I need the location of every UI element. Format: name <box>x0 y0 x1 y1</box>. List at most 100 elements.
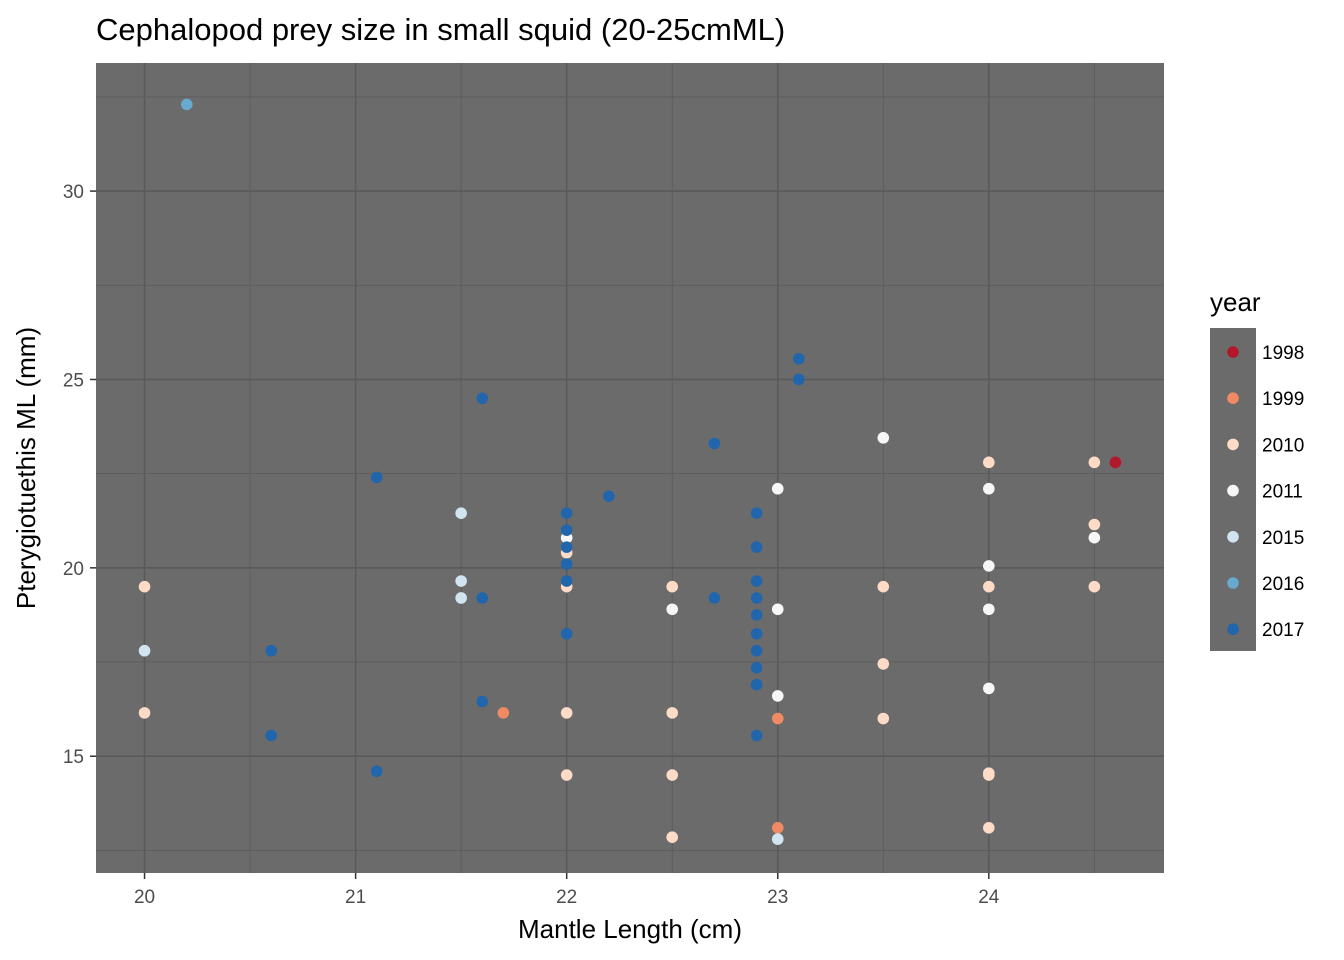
data-point <box>138 580 151 593</box>
data-point <box>560 707 573 719</box>
legend-key <box>1227 484 1239 497</box>
data-point <box>666 831 679 844</box>
data-point <box>983 821 995 834</box>
data-point <box>750 507 763 520</box>
data-point <box>983 560 995 572</box>
legend-label: 2016 <box>1262 574 1304 595</box>
data-point <box>1088 531 1101 544</box>
data-point <box>666 769 679 781</box>
x-axis-title: Mantle Length (cm) <box>518 914 742 944</box>
data-points <box>138 98 1122 845</box>
data-point <box>370 471 383 484</box>
data-point <box>1088 518 1101 531</box>
data-point <box>666 707 679 719</box>
data-point <box>180 98 193 111</box>
data-point <box>708 437 721 450</box>
data-point <box>1088 456 1101 469</box>
data-point <box>138 644 151 657</box>
data-point <box>560 524 573 536</box>
data-point <box>877 712 890 725</box>
data-point <box>771 712 784 725</box>
data-point <box>750 729 763 742</box>
data-point <box>370 765 383 778</box>
y-tick-label: 15 <box>63 747 84 768</box>
legend-key <box>1227 392 1239 405</box>
data-point <box>771 482 784 495</box>
x-tick-label: 20 <box>134 887 155 908</box>
legend-label: 2017 <box>1262 620 1304 641</box>
legend-label: 2011 <box>1262 482 1303 503</box>
legend-label: 1999 <box>1262 389 1304 410</box>
panel-background <box>96 63 1164 873</box>
data-point <box>983 456 995 469</box>
legend-label: 2010 <box>1262 435 1304 456</box>
data-point <box>877 580 890 593</box>
data-point <box>793 373 805 386</box>
data-point <box>455 507 467 520</box>
data-point <box>666 603 679 616</box>
data-point <box>708 592 721 604</box>
x-axis-ticks: 20 21 22 23 24 <box>134 873 1000 908</box>
data-point <box>560 627 573 640</box>
data-point <box>771 690 784 702</box>
data-point <box>138 707 151 719</box>
data-point <box>877 658 890 670</box>
data-point <box>1088 580 1101 593</box>
data-point <box>877 432 890 444</box>
data-point <box>750 609 763 621</box>
legend-title: year <box>1210 287 1261 317</box>
legend-key <box>1227 346 1239 358</box>
legend-key <box>1227 623 1239 635</box>
legend-key <box>1227 438 1239 451</box>
data-point <box>265 644 277 657</box>
data-point <box>793 352 805 365</box>
data-point <box>983 482 995 495</box>
data-point <box>455 575 467 587</box>
legend-label: 2015 <box>1262 528 1304 549</box>
major-gridlines <box>96 63 1164 873</box>
data-point <box>560 541 573 553</box>
data-point <box>771 833 784 845</box>
x-tick-label: 23 <box>767 887 788 908</box>
data-point <box>983 603 995 616</box>
data-point <box>750 678 763 691</box>
data-point <box>771 821 784 834</box>
data-point <box>476 592 489 604</box>
data-point <box>771 603 784 616</box>
data-point <box>265 729 277 742</box>
chart-title: Cephalopod prey size in small squid (20-… <box>96 12 785 47</box>
data-point <box>560 769 573 781</box>
data-point <box>1109 456 1122 469</box>
data-point <box>476 695 489 708</box>
data-point <box>750 592 763 604</box>
data-point <box>455 592 467 604</box>
y-tick-label: 30 <box>63 182 84 203</box>
y-axis-ticks: 15 20 25 30 <box>63 182 96 768</box>
data-point <box>497 707 510 719</box>
data-point <box>983 580 995 593</box>
data-point <box>666 580 679 593</box>
x-tick-label: 24 <box>978 887 1000 908</box>
legend-key <box>1227 531 1239 543</box>
data-point <box>983 682 995 695</box>
x-tick-label: 21 <box>345 887 366 908</box>
legend-items: 1998 1999 2010 2011 2015 2016 2017 <box>1227 343 1304 641</box>
data-point <box>476 392 489 405</box>
data-point <box>560 507 573 520</box>
data-point <box>983 767 995 779</box>
data-point <box>560 575 573 587</box>
plot-panel <box>96 63 1164 873</box>
legend: year 1998 1999 2010 2011 2015 2016 2017 <box>1210 287 1304 651</box>
x-tick-label: 22 <box>556 887 577 908</box>
data-point <box>750 627 763 640</box>
y-tick-label: 20 <box>63 559 84 580</box>
y-tick-label: 25 <box>63 370 84 391</box>
data-point <box>750 661 763 674</box>
legend-key <box>1227 577 1239 589</box>
data-point <box>603 490 615 503</box>
data-point <box>560 558 573 570</box>
data-point <box>750 541 763 553</box>
data-point <box>750 575 763 587</box>
y-axis-title: Pterygiotuethis ML (mm) <box>11 327 41 609</box>
